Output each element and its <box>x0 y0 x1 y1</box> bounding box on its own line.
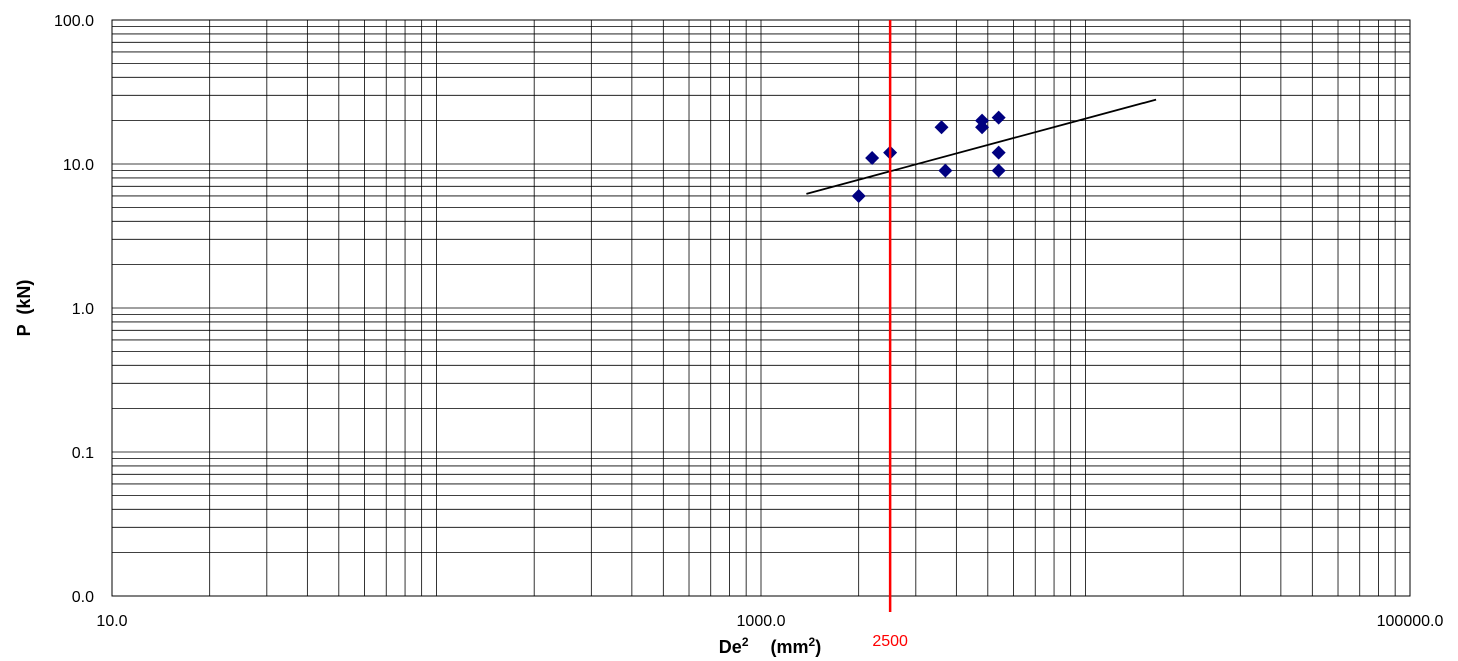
data-point <box>938 163 953 178</box>
x-axis-title-unit-prefix: (mm <box>771 637 809 657</box>
x-axis-title: De2 (mm2) <box>719 635 821 657</box>
data-point <box>851 188 866 203</box>
x-tick-label: 100000.0 <box>1377 613 1444 630</box>
data-point <box>975 120 990 135</box>
trendline <box>806 98 1157 195</box>
y-tick-label: 0.0 <box>72 589 94 606</box>
data-point <box>934 120 949 135</box>
x-tick-label: 10.0 <box>96 613 127 630</box>
y-tick-label: 10.0 <box>63 157 94 174</box>
x-tick-labels: 10.0 1000.0 100000.0 <box>96 613 1443 630</box>
x-axis-title-main: De <box>719 637 742 657</box>
x-tick-label: 1000.0 <box>737 613 786 630</box>
data-point <box>991 145 1006 160</box>
y-tick-label: 1.0 <box>72 301 94 318</box>
x-axis-title-sup: 2 <box>742 635 749 649</box>
reference-line-label: 2500 <box>872 633 908 650</box>
trendline-layer <box>806 98 1157 195</box>
data-point <box>991 163 1006 178</box>
data-point <box>865 151 880 166</box>
data-point <box>991 110 1006 125</box>
y-axis-title: P (kN) <box>14 280 34 337</box>
x-axis-title-unit-sup: 2 <box>809 635 816 649</box>
y-tick-label: 100.0 <box>54 13 94 30</box>
grid <box>111 20 1410 597</box>
data-points-layer <box>851 110 1006 203</box>
plot-area-border <box>111 19 1411 597</box>
x-axis-title-unit-suffix: ) <box>815 637 821 657</box>
y-tick-label: 0.1 <box>72 445 94 462</box>
y-tick-labels: 100.0 10.0 1.0 0.1 0.0 <box>54 13 94 606</box>
